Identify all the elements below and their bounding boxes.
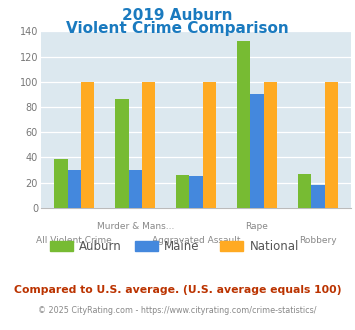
Text: Rape: Rape bbox=[246, 222, 268, 231]
Bar bbox=[298, 174, 311, 208]
Bar bbox=[81, 82, 94, 208]
Text: © 2025 CityRating.com - https://www.cityrating.com/crime-statistics/: © 2025 CityRating.com - https://www.city… bbox=[38, 306, 317, 315]
Bar bbox=[67, 170, 81, 208]
Text: Compared to U.S. average. (U.S. average equals 100): Compared to U.S. average. (U.S. average … bbox=[14, 285, 341, 295]
Text: Murder & Mans...: Murder & Mans... bbox=[97, 222, 174, 231]
Bar bbox=[325, 82, 338, 208]
Text: 2019 Auburn: 2019 Auburn bbox=[122, 8, 233, 23]
Text: Maine: Maine bbox=[164, 240, 200, 253]
Bar bbox=[237, 42, 250, 208]
Bar bbox=[142, 82, 155, 208]
Text: Auburn: Auburn bbox=[79, 240, 122, 253]
Bar bbox=[203, 82, 216, 208]
Bar bbox=[264, 82, 277, 208]
Text: National: National bbox=[250, 240, 299, 253]
Bar bbox=[54, 159, 67, 208]
Bar bbox=[129, 170, 142, 208]
Bar bbox=[250, 94, 264, 208]
Bar bbox=[115, 99, 129, 208]
Text: All Violent Crime: All Violent Crime bbox=[37, 236, 112, 245]
Text: Aggravated Assault: Aggravated Assault bbox=[152, 236, 240, 245]
Text: Violent Crime Comparison: Violent Crime Comparison bbox=[66, 21, 289, 36]
Text: Robbery: Robbery bbox=[299, 236, 337, 245]
Bar bbox=[190, 176, 203, 208]
Bar bbox=[311, 185, 325, 208]
Bar bbox=[176, 175, 190, 208]
